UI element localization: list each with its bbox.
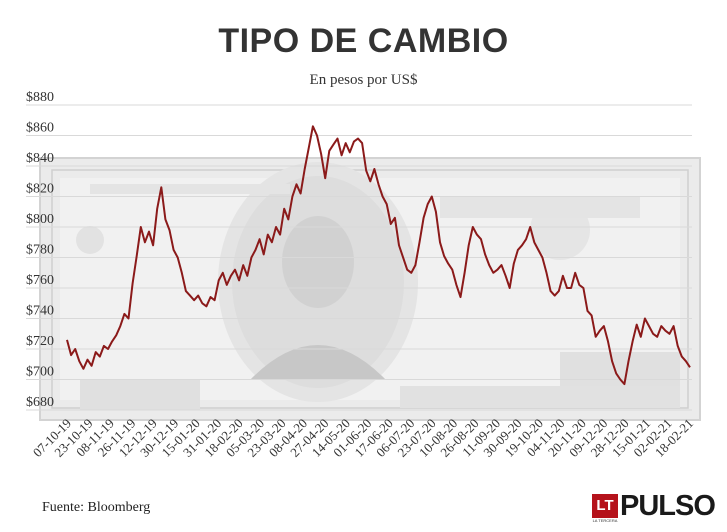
y-tick-label: $820 bbox=[26, 182, 54, 197]
y-tick-label: $680 bbox=[26, 395, 54, 410]
chart-title: TIPO DE CAMBIO bbox=[218, 22, 509, 60]
exchange-rate-line bbox=[66, 125, 691, 386]
pulso-wordmark: PULSO bbox=[620, 490, 716, 522]
y-tick-label: $740 bbox=[26, 304, 54, 319]
x-axis: 07-10-1923-10-1908-11-1926-11-1912-12-19… bbox=[30, 416, 696, 460]
y-tick-label: $860 bbox=[26, 121, 54, 136]
lt-logo-box: LT bbox=[592, 494, 618, 518]
chart-subtitle: En pesos por US$ bbox=[309, 72, 418, 88]
y-tick-label: $840 bbox=[26, 151, 54, 166]
banknote-background bbox=[39, 157, 701, 421]
y-tick-label: $780 bbox=[26, 243, 54, 258]
y-tick-label: $880 bbox=[26, 90, 54, 105]
source-note: Fuente: Bloomberg bbox=[42, 500, 151, 515]
y-axis: $680 $700 $720 $740 $760 $780 $800 $820 $840 $860… bbox=[26, 90, 54, 410]
y-tick-label: $800 bbox=[26, 212, 54, 227]
y-tick-label: $720 bbox=[26, 334, 54, 349]
lt-logo-subtext: LA TERCERA bbox=[592, 518, 618, 523]
pulso-logo: LT LA TERCERA PULSO bbox=[592, 490, 716, 524]
grid-lines bbox=[26, 104, 692, 411]
y-tick-label: $700 bbox=[26, 365, 54, 380]
y-tick-label: $760 bbox=[26, 273, 54, 288]
